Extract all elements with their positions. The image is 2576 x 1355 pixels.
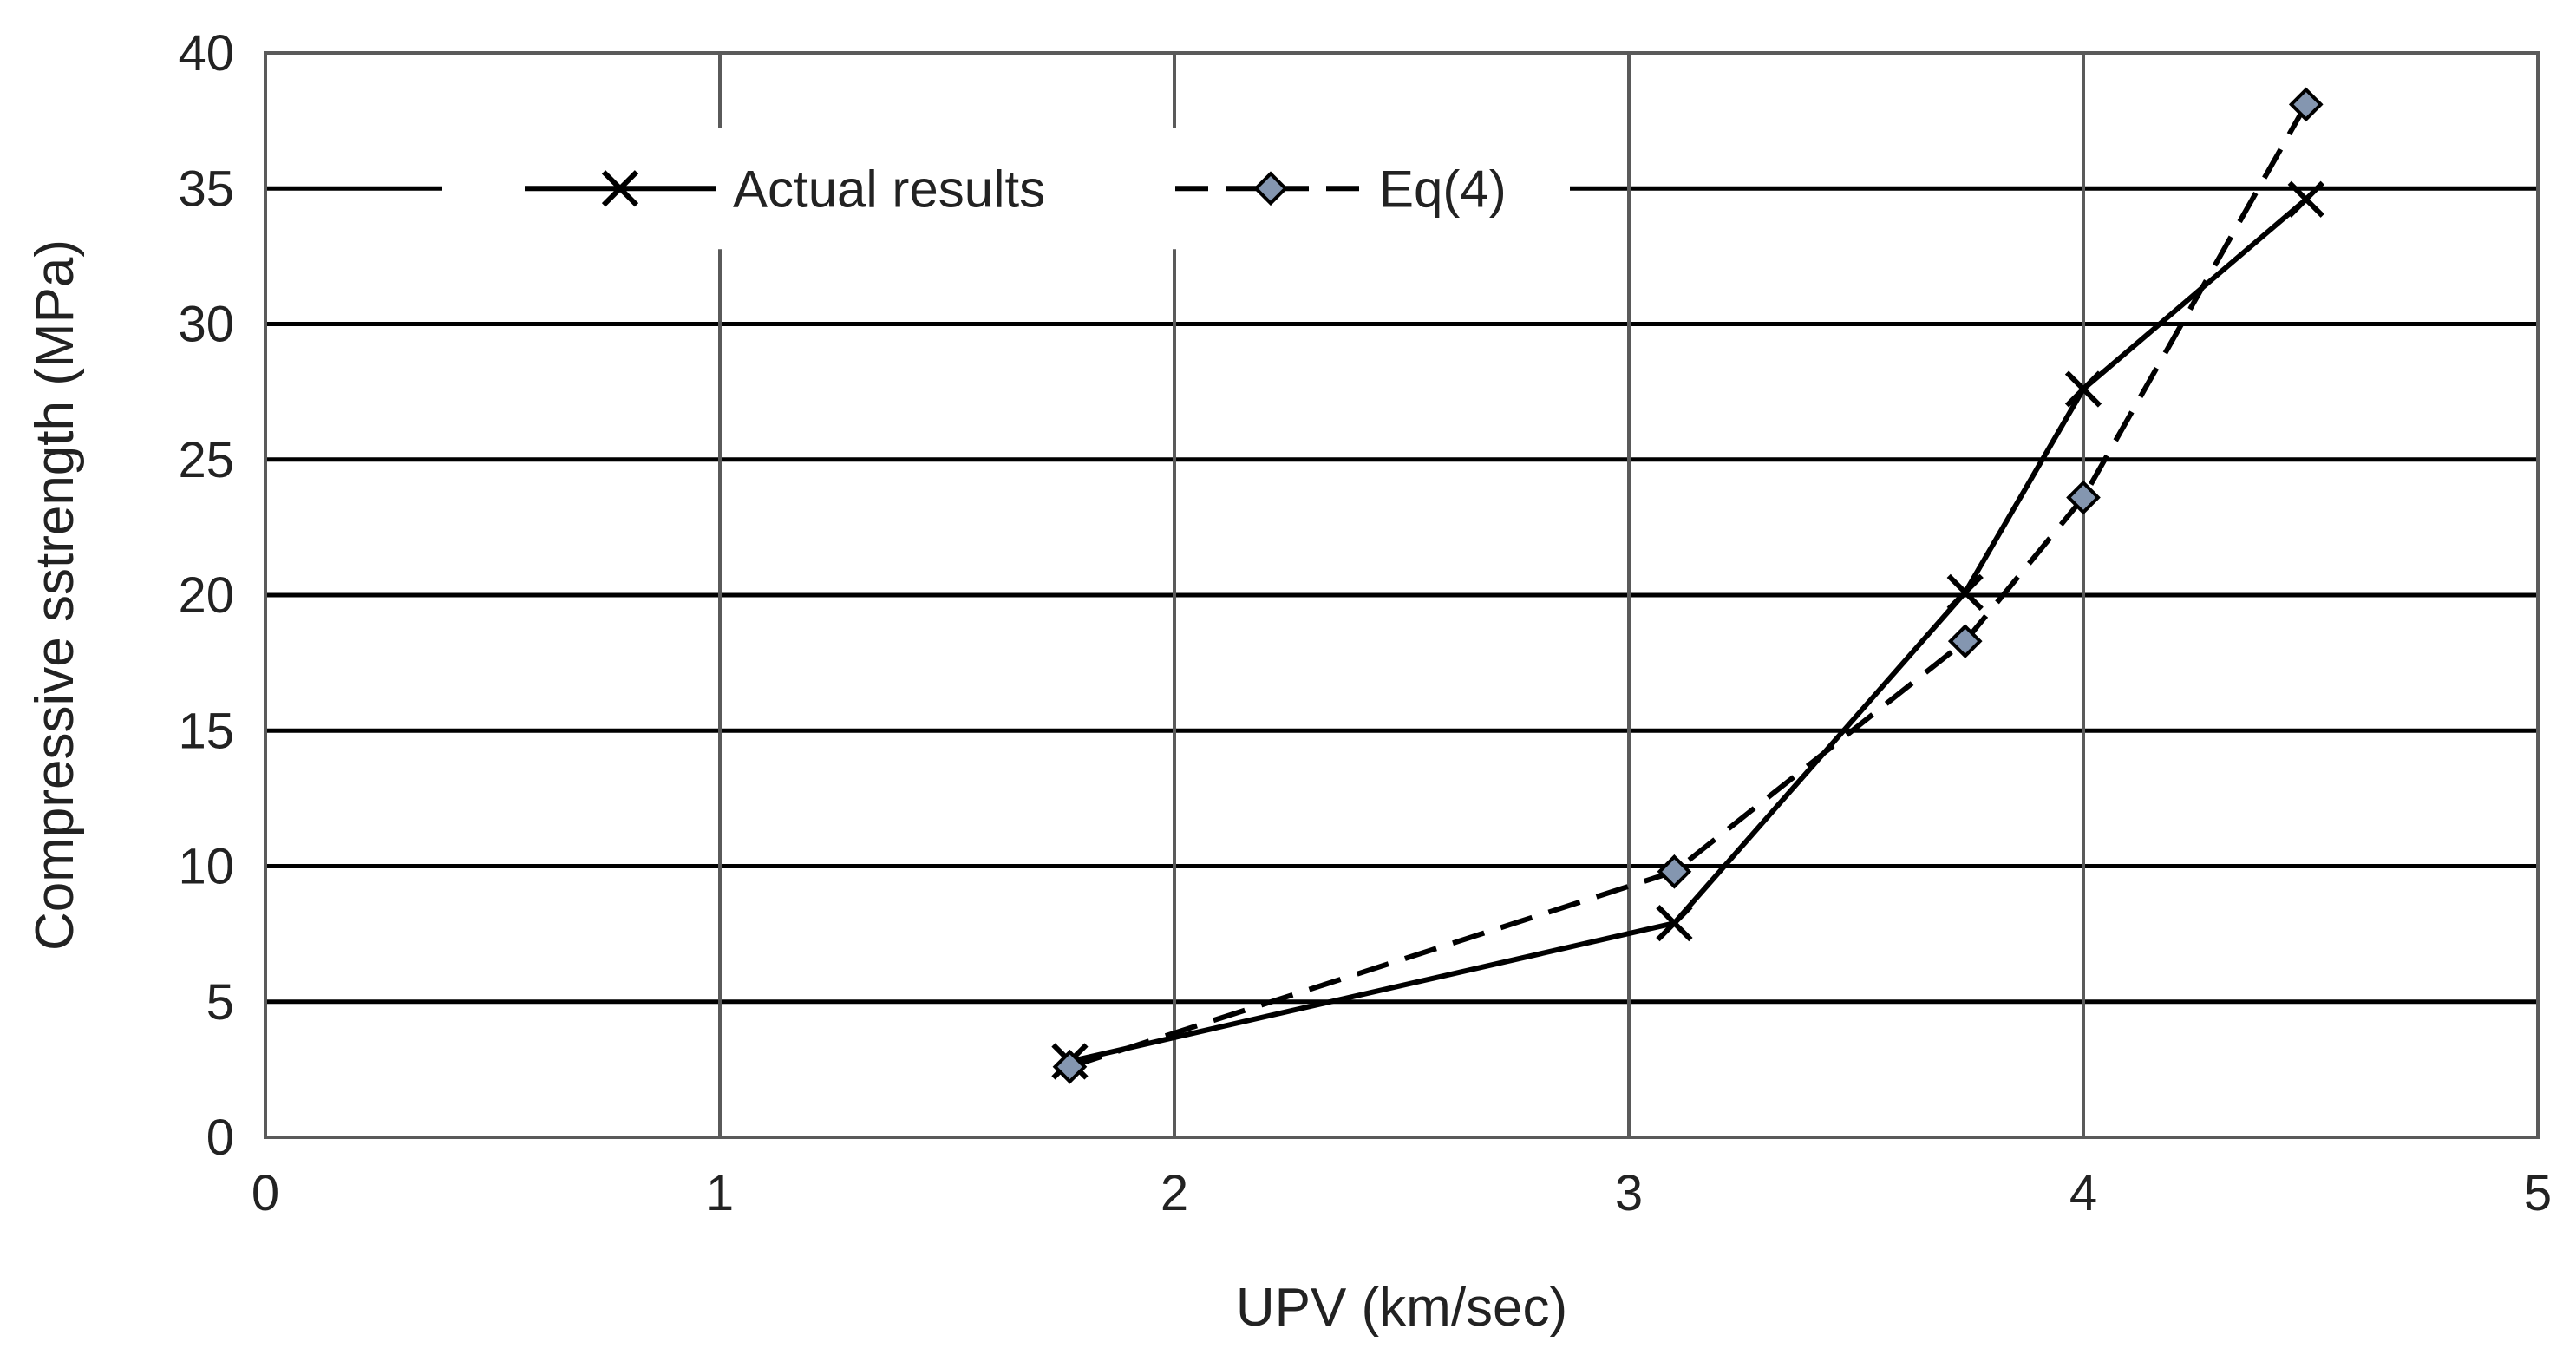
legend-item-eq4: Eq(4) [1175,160,1507,218]
marker-point [2287,180,2324,218]
y-tick-label: 30 [178,297,234,353]
y-tick-label: 15 [178,703,234,759]
y-tick-label: 10 [178,839,234,895]
marker-legend [601,170,639,207]
x-tick-label: 5 [2524,1165,2552,1221]
x-tick-label: 1 [706,1165,734,1221]
y-axis-tick-labels: 0 5 10 15 20 25 30 35 40 [178,25,234,1166]
marker-point [1656,905,1693,942]
marker-point [1657,854,1692,889]
plot-area-border [264,51,2540,1139]
horizontal-gridlines [265,186,2538,1005]
marker-point [2066,480,2101,515]
legend-label: Eq(4) [1379,160,1507,218]
series-actual-results [1051,180,2324,1080]
x-tick-label: 0 [252,1165,279,1221]
x-tick-label: 3 [1615,1165,1643,1221]
series-layer [1051,87,2324,1084]
y-tick-label: 25 [178,432,234,488]
y-tick-label: 5 [206,974,234,1031]
y-axis-title: Compressive sstrength (MPa) [25,239,85,951]
series-line [1069,197,2308,1064]
legend-item-actual-results: Actual results [525,160,1045,218]
marker-legend [1253,171,1288,206]
vertical-gridlines [718,53,2085,1137]
legend-label: Actual results [733,160,1045,218]
x-tick-label: 4 [2069,1165,2097,1221]
marker-point [2288,87,2324,122]
x-axis-title: UPV (km/sec) [1236,1278,1567,1338]
x-tick-label: 2 [1161,1165,1188,1221]
marker-point [1947,624,1983,658]
y-tick-label: 40 [178,25,234,82]
y-tick-label: 35 [178,160,234,217]
x-axis-tick-labels: 0 1 2 3 4 5 [252,1165,2552,1221]
y-tick-label: 20 [178,567,234,624]
series-eq4 [1052,87,2324,1084]
y-tick-label: 0 [206,1110,234,1166]
marker-point [1946,573,1984,611]
legend: Actual results Eq(4) [442,128,1570,250]
marker-point [2064,370,2102,408]
marker-point [1052,1049,1088,1084]
